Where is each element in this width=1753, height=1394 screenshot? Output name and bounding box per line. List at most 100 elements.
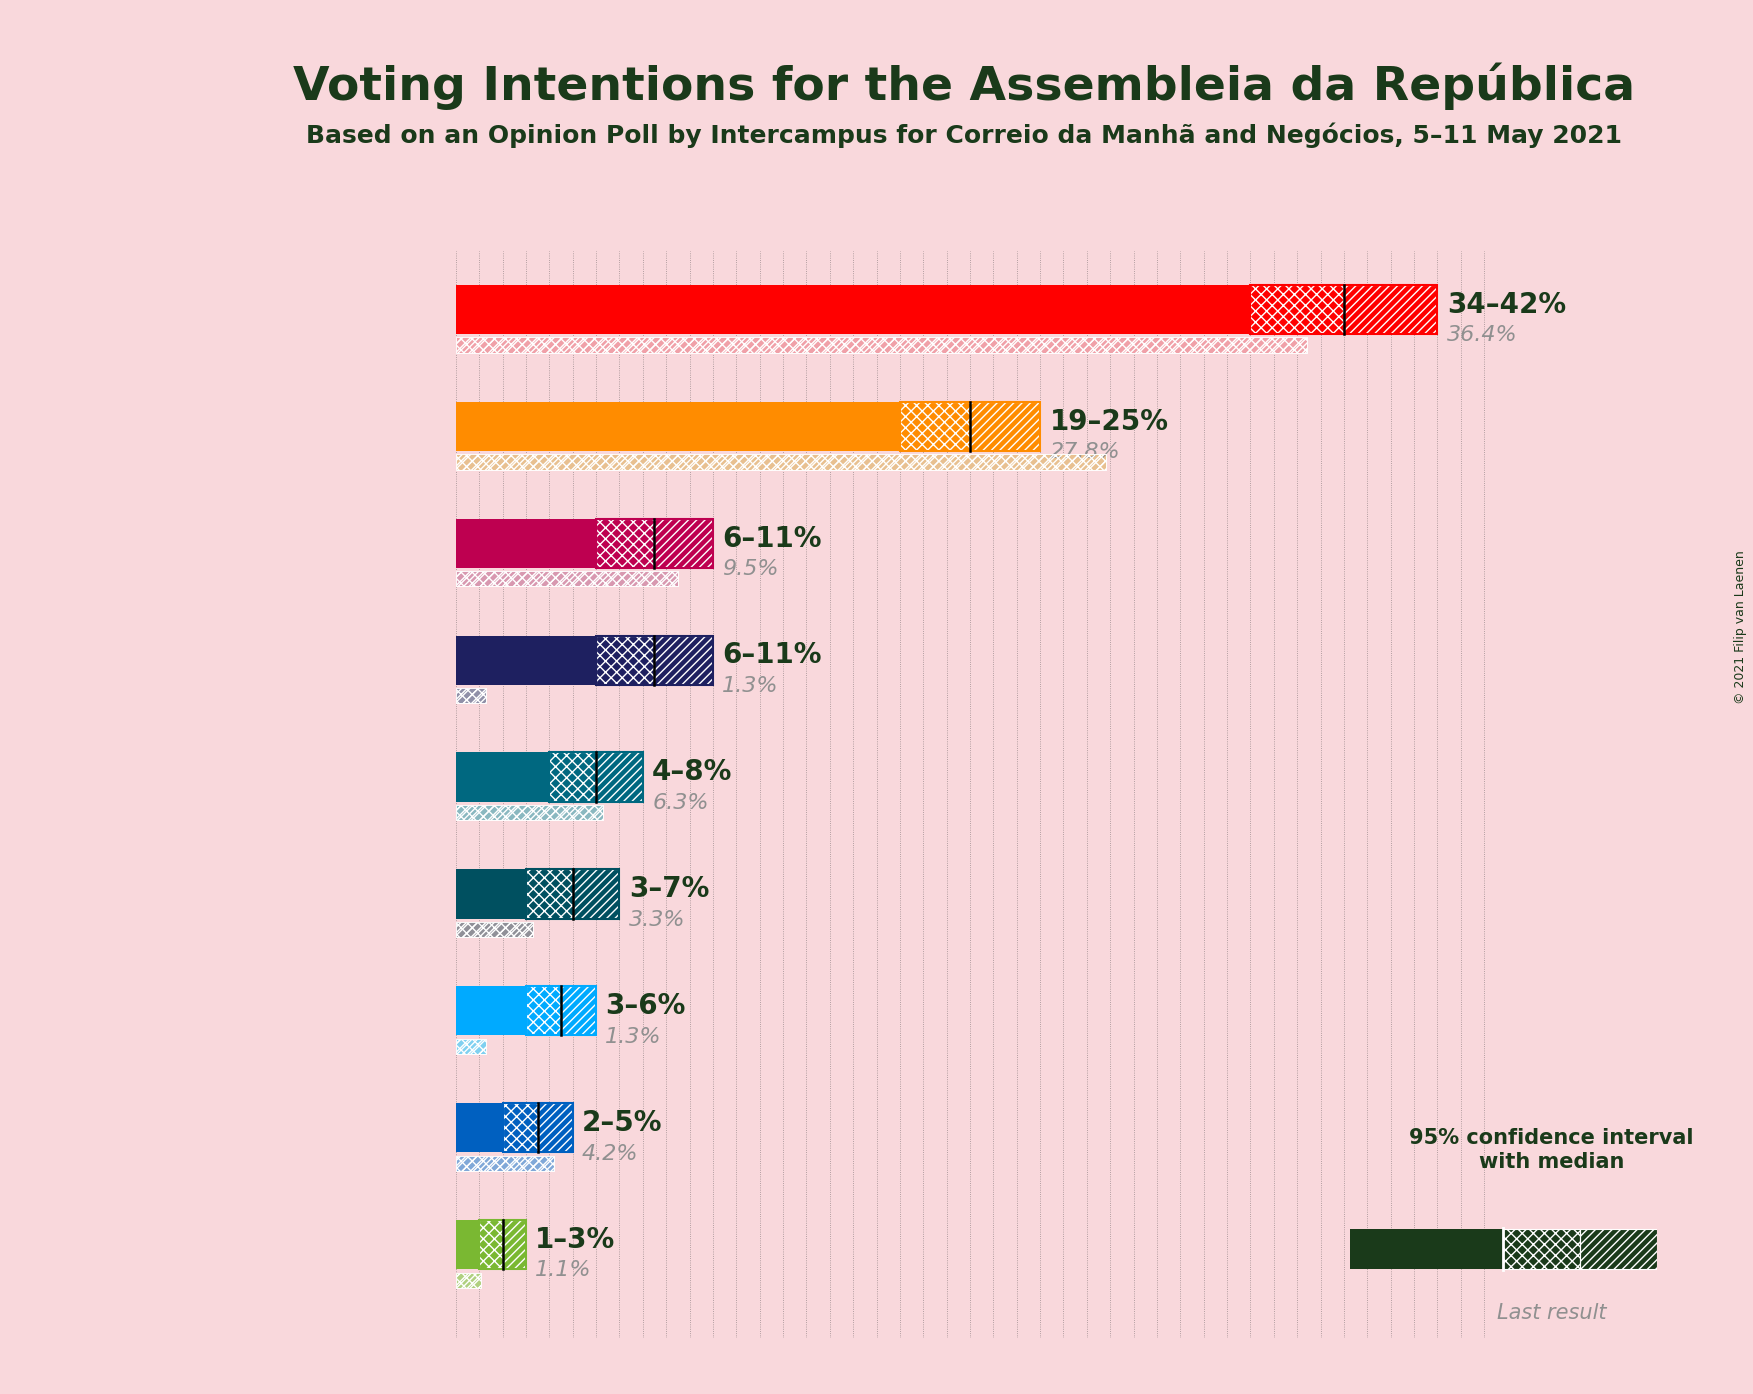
Bar [456, 921, 533, 937]
Bar [573, 870, 619, 919]
Bar [456, 401, 899, 450]
Bar [503, 1220, 526, 1270]
Bar [1579, 1230, 1657, 1269]
Bar [456, 454, 1106, 470]
Bar [526, 987, 561, 1036]
Bar [456, 806, 603, 820]
Bar [899, 401, 969, 450]
Bar [503, 1103, 538, 1153]
Text: 36.4%: 36.4% [1446, 325, 1518, 346]
Bar [969, 401, 1040, 450]
Bar [503, 1103, 538, 1153]
Bar [596, 753, 643, 802]
Bar [561, 987, 596, 1036]
Bar [596, 636, 654, 684]
Bar [456, 1039, 486, 1054]
Text: 95% confidence interval
with median: 95% confidence interval with median [1409, 1129, 1693, 1171]
Bar [456, 806, 603, 820]
Bar [456, 1220, 479, 1270]
Bar [456, 572, 678, 587]
Text: 3–6%: 3–6% [605, 993, 685, 1020]
Bar [456, 1039, 486, 1054]
Bar [1579, 1230, 1657, 1269]
Bar [1250, 284, 1345, 335]
Bar [899, 401, 969, 450]
Bar [654, 519, 713, 567]
Text: 34–42%: 34–42% [1446, 291, 1565, 319]
Bar [456, 337, 1306, 353]
Bar [456, 1156, 554, 1171]
Bar [456, 337, 1306, 353]
Bar [654, 636, 713, 684]
Bar [1345, 284, 1437, 335]
Bar [538, 1103, 573, 1153]
Bar [456, 572, 678, 587]
Text: © 2021 Filip van Laenen: © 2021 Filip van Laenen [1734, 551, 1748, 704]
Bar [456, 284, 1250, 335]
Bar [654, 636, 713, 684]
Bar [479, 1220, 503, 1270]
Bar [654, 519, 713, 567]
Text: 1.3%: 1.3% [722, 676, 778, 696]
Text: 19–25%: 19–25% [1050, 407, 1169, 435]
Text: Based on an Opinion Poll by Intercampus for Correio da Manhã and Negócios, 5–11 : Based on an Opinion Poll by Intercampus … [307, 123, 1622, 148]
Text: Voting Intentions for the Assembleia da República: Voting Intentions for the Assembleia da … [293, 63, 1636, 110]
Text: 3–7%: 3–7% [629, 875, 710, 903]
Bar [969, 401, 1040, 450]
Bar [456, 1156, 554, 1171]
Bar [573, 870, 619, 919]
Bar [456, 1039, 486, 1054]
Text: 1–3%: 1–3% [535, 1227, 615, 1255]
Text: 4–8%: 4–8% [652, 758, 733, 786]
Bar [456, 337, 1306, 353]
Bar [456, 806, 603, 820]
Bar [503, 1220, 526, 1270]
Text: 6–11%: 6–11% [722, 524, 822, 552]
Text: 2–5%: 2–5% [582, 1110, 663, 1138]
Text: 6.3%: 6.3% [652, 793, 708, 813]
Bar [596, 519, 654, 567]
Bar [456, 636, 596, 684]
Bar [456, 689, 486, 704]
Bar [549, 753, 596, 802]
Bar [456, 454, 1106, 470]
Text: 1.3%: 1.3% [605, 1026, 663, 1047]
Bar [1502, 1230, 1579, 1269]
Bar [526, 987, 561, 1036]
Bar [456, 1273, 482, 1288]
Bar [456, 454, 1106, 470]
Bar [1250, 284, 1345, 335]
Bar [526, 870, 573, 919]
Bar [456, 987, 526, 1036]
Bar [479, 1220, 503, 1270]
Bar [1345, 284, 1437, 335]
Bar [538, 1103, 573, 1153]
Bar [561, 987, 596, 1036]
Text: Last result: Last result [1497, 1303, 1606, 1323]
Bar [526, 870, 573, 919]
Bar [456, 1156, 554, 1171]
Bar [596, 519, 654, 567]
Text: 1.1%: 1.1% [535, 1260, 593, 1281]
Bar [456, 870, 526, 919]
Text: 6–11%: 6–11% [722, 641, 822, 669]
Bar [456, 1103, 503, 1153]
Text: 4.2%: 4.2% [582, 1143, 638, 1164]
Text: 3.3%: 3.3% [629, 910, 685, 930]
Bar [456, 921, 533, 937]
Text: 9.5%: 9.5% [722, 559, 778, 579]
Bar [456, 572, 678, 587]
Bar [596, 636, 654, 684]
Bar [456, 689, 486, 704]
Bar [1350, 1230, 1502, 1269]
Bar [456, 1273, 482, 1288]
Bar [456, 1273, 482, 1288]
Bar [549, 753, 596, 802]
Bar [456, 921, 533, 937]
Bar [1502, 1230, 1579, 1269]
Bar [596, 753, 643, 802]
Bar [456, 689, 486, 704]
Bar [456, 519, 596, 567]
Text: 27.8%: 27.8% [1050, 442, 1120, 461]
Bar [456, 753, 549, 802]
